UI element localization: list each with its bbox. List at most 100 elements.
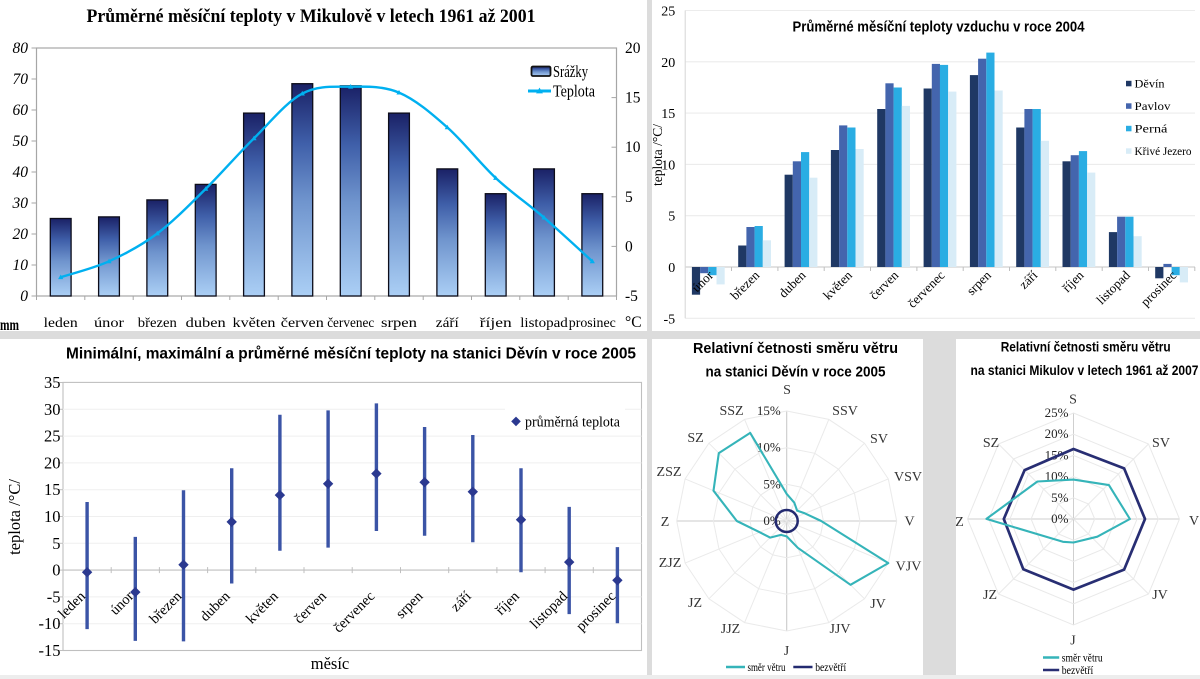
svg-text:SV: SV [1152, 436, 1170, 451]
svg-text:ZSZ: ZSZ [657, 465, 682, 480]
svg-text:0%: 0% [1051, 511, 1069, 526]
svg-text:srpen: srpen [381, 316, 417, 331]
svg-text:V: V [1189, 514, 1199, 529]
svg-text:20: 20 [625, 40, 641, 57]
svg-text:teplota /°C/: teplota /°C/ [5, 479, 24, 555]
svg-text:25: 25 [44, 427, 61, 446]
svg-text:Perná: Perná [1135, 122, 1169, 136]
svg-text:VSV: VSV [894, 470, 922, 485]
svg-text:JJZ: JJZ [721, 622, 740, 637]
svg-text:30: 30 [44, 400, 61, 419]
svg-text:směr větru: směr větru [748, 660, 786, 674]
svg-text:50: 50 [13, 133, 29, 150]
svg-text:červen: červen [291, 588, 330, 627]
svg-text:JZ: JZ [983, 588, 997, 603]
svg-text:JV: JV [1152, 588, 1168, 603]
svg-text:listopad: listopad [520, 316, 568, 331]
svg-text:květen: květen [243, 588, 282, 627]
svg-text:80: 80 [13, 40, 29, 57]
svg-text:30: 30 [12, 195, 29, 212]
svg-text:na stanici Mikulov v letech 19: na stanici Mikulov v letech 1961 až 2007 [971, 362, 1199, 378]
svg-text:J: J [1070, 634, 1076, 649]
svg-text:15: 15 [661, 107, 675, 122]
svg-text:listopad: listopad [1093, 267, 1133, 307]
svg-text:bezvětří: bezvětří [1062, 663, 1094, 677]
svg-text:Z: Z [661, 515, 670, 530]
svg-text:březen: březen [138, 316, 177, 331]
svg-text:leden: leden [44, 316, 78, 331]
svg-text:listopad: listopad [527, 588, 571, 632]
svg-text:15: 15 [44, 480, 61, 499]
svg-text:15%: 15% [757, 403, 781, 418]
svg-text:SZ: SZ [687, 431, 703, 446]
svg-text:S: S [783, 383, 791, 398]
svg-text:0: 0 [20, 288, 28, 305]
svg-text:březen: březen [727, 267, 762, 302]
svg-text:březen: březen [147, 588, 186, 627]
svg-text:15: 15 [625, 90, 641, 107]
svg-text:říjen: říjen [493, 588, 524, 619]
svg-text:Teplota: Teplota [553, 82, 596, 101]
svg-text:0: 0 [625, 238, 633, 255]
svg-text:5%: 5% [1051, 490, 1069, 505]
svg-text:Průměrné měsíční teploty vzduc: Průměrné měsíční teploty vzduchu v roce … [793, 19, 1086, 36]
svg-text:červen: červen [866, 267, 901, 302]
svg-text:Relativní četnosti směru větru: Relativní četnosti směru větru [1001, 339, 1171, 355]
svg-text:40: 40 [13, 164, 29, 181]
svg-text:0: 0 [668, 261, 675, 276]
svg-text:V: V [904, 515, 914, 530]
svg-text:mm: mm [0, 317, 19, 331]
svg-text:květen: květen [820, 267, 855, 302]
svg-text:20: 20 [13, 226, 29, 243]
svg-text:červenec: červenec [327, 316, 374, 331]
svg-text:SV: SV [870, 432, 888, 447]
svg-text:říjen: říjen [480, 316, 512, 331]
svg-text:5: 5 [52, 534, 60, 553]
svg-text:duben: duben [197, 588, 234, 625]
svg-text:JV: JV [870, 597, 886, 612]
svg-text:10%: 10% [757, 440, 781, 455]
svg-text:Relativní četnosti směru větru: Relativní četnosti směru větru [693, 340, 898, 357]
svg-text:5: 5 [625, 189, 633, 206]
svg-text:červenec: červenec [904, 267, 947, 310]
svg-text:35: 35 [44, 373, 61, 392]
svg-text:-5: -5 [47, 587, 61, 606]
svg-text:leden: leden [55, 588, 89, 622]
svg-text:prosinec: prosinec [573, 589, 619, 635]
svg-text:měsíc: měsíc [311, 654, 350, 673]
svg-text:VJV: VJV [896, 560, 922, 575]
svg-text:-15: -15 [39, 641, 61, 660]
svg-text:SSV: SSV [832, 404, 858, 419]
svg-text:srpen: srpen [393, 588, 427, 622]
svg-text:září: září [436, 316, 459, 331]
svg-text:teplota /°C/: teplota /°C/ [652, 124, 665, 186]
svg-text:°C: °C [625, 314, 642, 331]
svg-text:prosinec: prosinec [569, 316, 616, 331]
svg-text:25: 25 [661, 5, 675, 20]
svg-text:srpen: srpen [963, 267, 994, 298]
svg-text:Pavlov: Pavlov [1135, 99, 1171, 113]
svg-text:Průměrné měsíční teploty v Mik: Průměrné měsíční teploty v Mikulově v le… [87, 6, 536, 27]
svg-text:září: září [448, 589, 475, 616]
svg-text:směr větru: směr větru [1062, 651, 1103, 665]
svg-text:říjen: říjen [1059, 267, 1087, 295]
svg-text:20: 20 [661, 56, 675, 71]
svg-text:ZJZ: ZJZ [659, 556, 682, 571]
svg-text:květen: květen [233, 316, 276, 331]
svg-text:duben: duben [776, 267, 809, 300]
svg-text:20: 20 [44, 453, 61, 472]
svg-text:Z: Z [956, 515, 964, 530]
svg-text:červenec: červenec [330, 589, 378, 637]
svg-text:J: J [784, 644, 790, 659]
svg-text:únor: únor [94, 316, 124, 331]
svg-text:na stanici Děvín v roce 2005: na stanici Děvín v roce 2005 [706, 364, 886, 381]
svg-text:10: 10 [625, 139, 641, 156]
svg-text:10: 10 [44, 507, 61, 526]
svg-text:SSZ: SSZ [719, 404, 743, 419]
svg-text:-5: -5 [625, 288, 638, 305]
svg-text:10: 10 [13, 257, 29, 274]
svg-text:bezvětří: bezvětří [815, 660, 847, 674]
svg-text:Minimální, maximální a průměrn: Minimální, maximální a průměrné měsíční … [66, 346, 636, 363]
svg-text:Děvín: Děvín [1135, 77, 1165, 91]
svg-text:-10: -10 [39, 614, 61, 633]
